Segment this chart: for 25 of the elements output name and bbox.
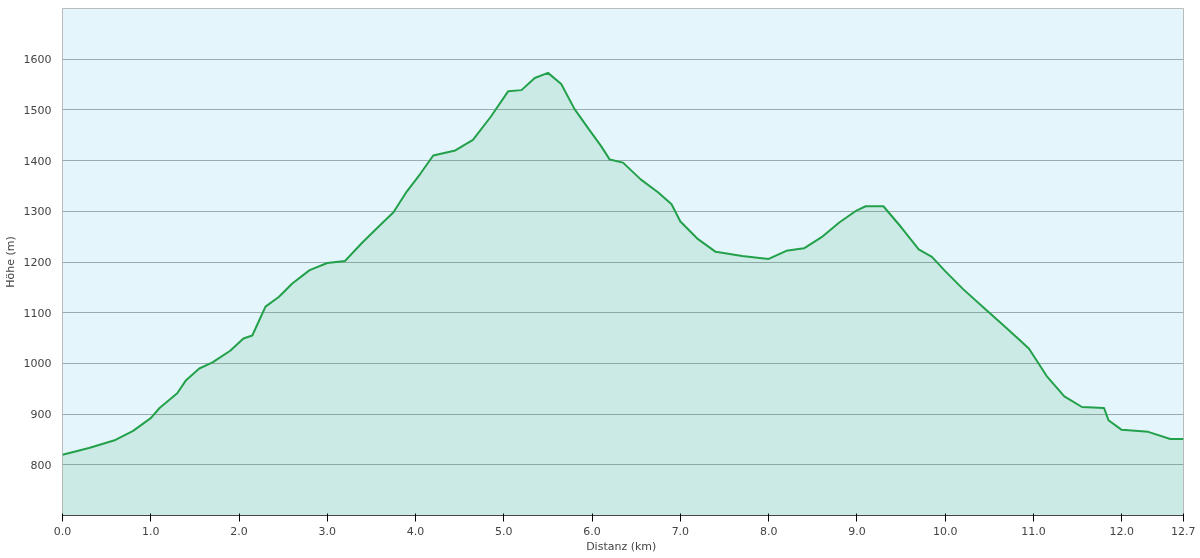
x-tick-label: 11.0 xyxy=(1021,524,1046,538)
x-tick-label: 12.0 xyxy=(1109,524,1134,538)
x-tick-label: 5.0 xyxy=(495,524,513,538)
x-tick-label: 4.0 xyxy=(406,524,425,538)
x-tick-label: 0.0 xyxy=(53,524,72,538)
x-tick-label: 7.0 xyxy=(671,524,690,538)
x-tick-label: 9.0 xyxy=(848,524,866,538)
y-tick-label: 1100 xyxy=(23,306,52,320)
x-tick-label: 12.7 xyxy=(1171,524,1196,538)
x-tick-label: 10.0 xyxy=(932,524,958,538)
y-tick-label: 900 xyxy=(30,408,52,422)
x-tick-label: 2.0 xyxy=(230,524,248,538)
x-tick-label: 1.0 xyxy=(142,524,160,538)
y-tick-label: 1300 xyxy=(23,205,52,219)
y-tick-label: 1000 xyxy=(23,357,52,371)
y-tick-label: 1600 xyxy=(23,53,52,67)
y-tick-label: 1400 xyxy=(23,154,52,168)
x-tick-label: 3.0 xyxy=(318,524,337,538)
y-axis-title: Höhe (m) xyxy=(3,236,17,288)
y-tick-label: 800 xyxy=(30,458,52,472)
x-tick-label: 6.0 xyxy=(583,524,601,538)
y-tick-label: 1200 xyxy=(23,256,52,269)
y-tick-label: 1500 xyxy=(23,103,52,117)
x-tick-label: 8.0 xyxy=(759,524,778,538)
x-axis-title: Distanz (km) xyxy=(586,539,657,553)
